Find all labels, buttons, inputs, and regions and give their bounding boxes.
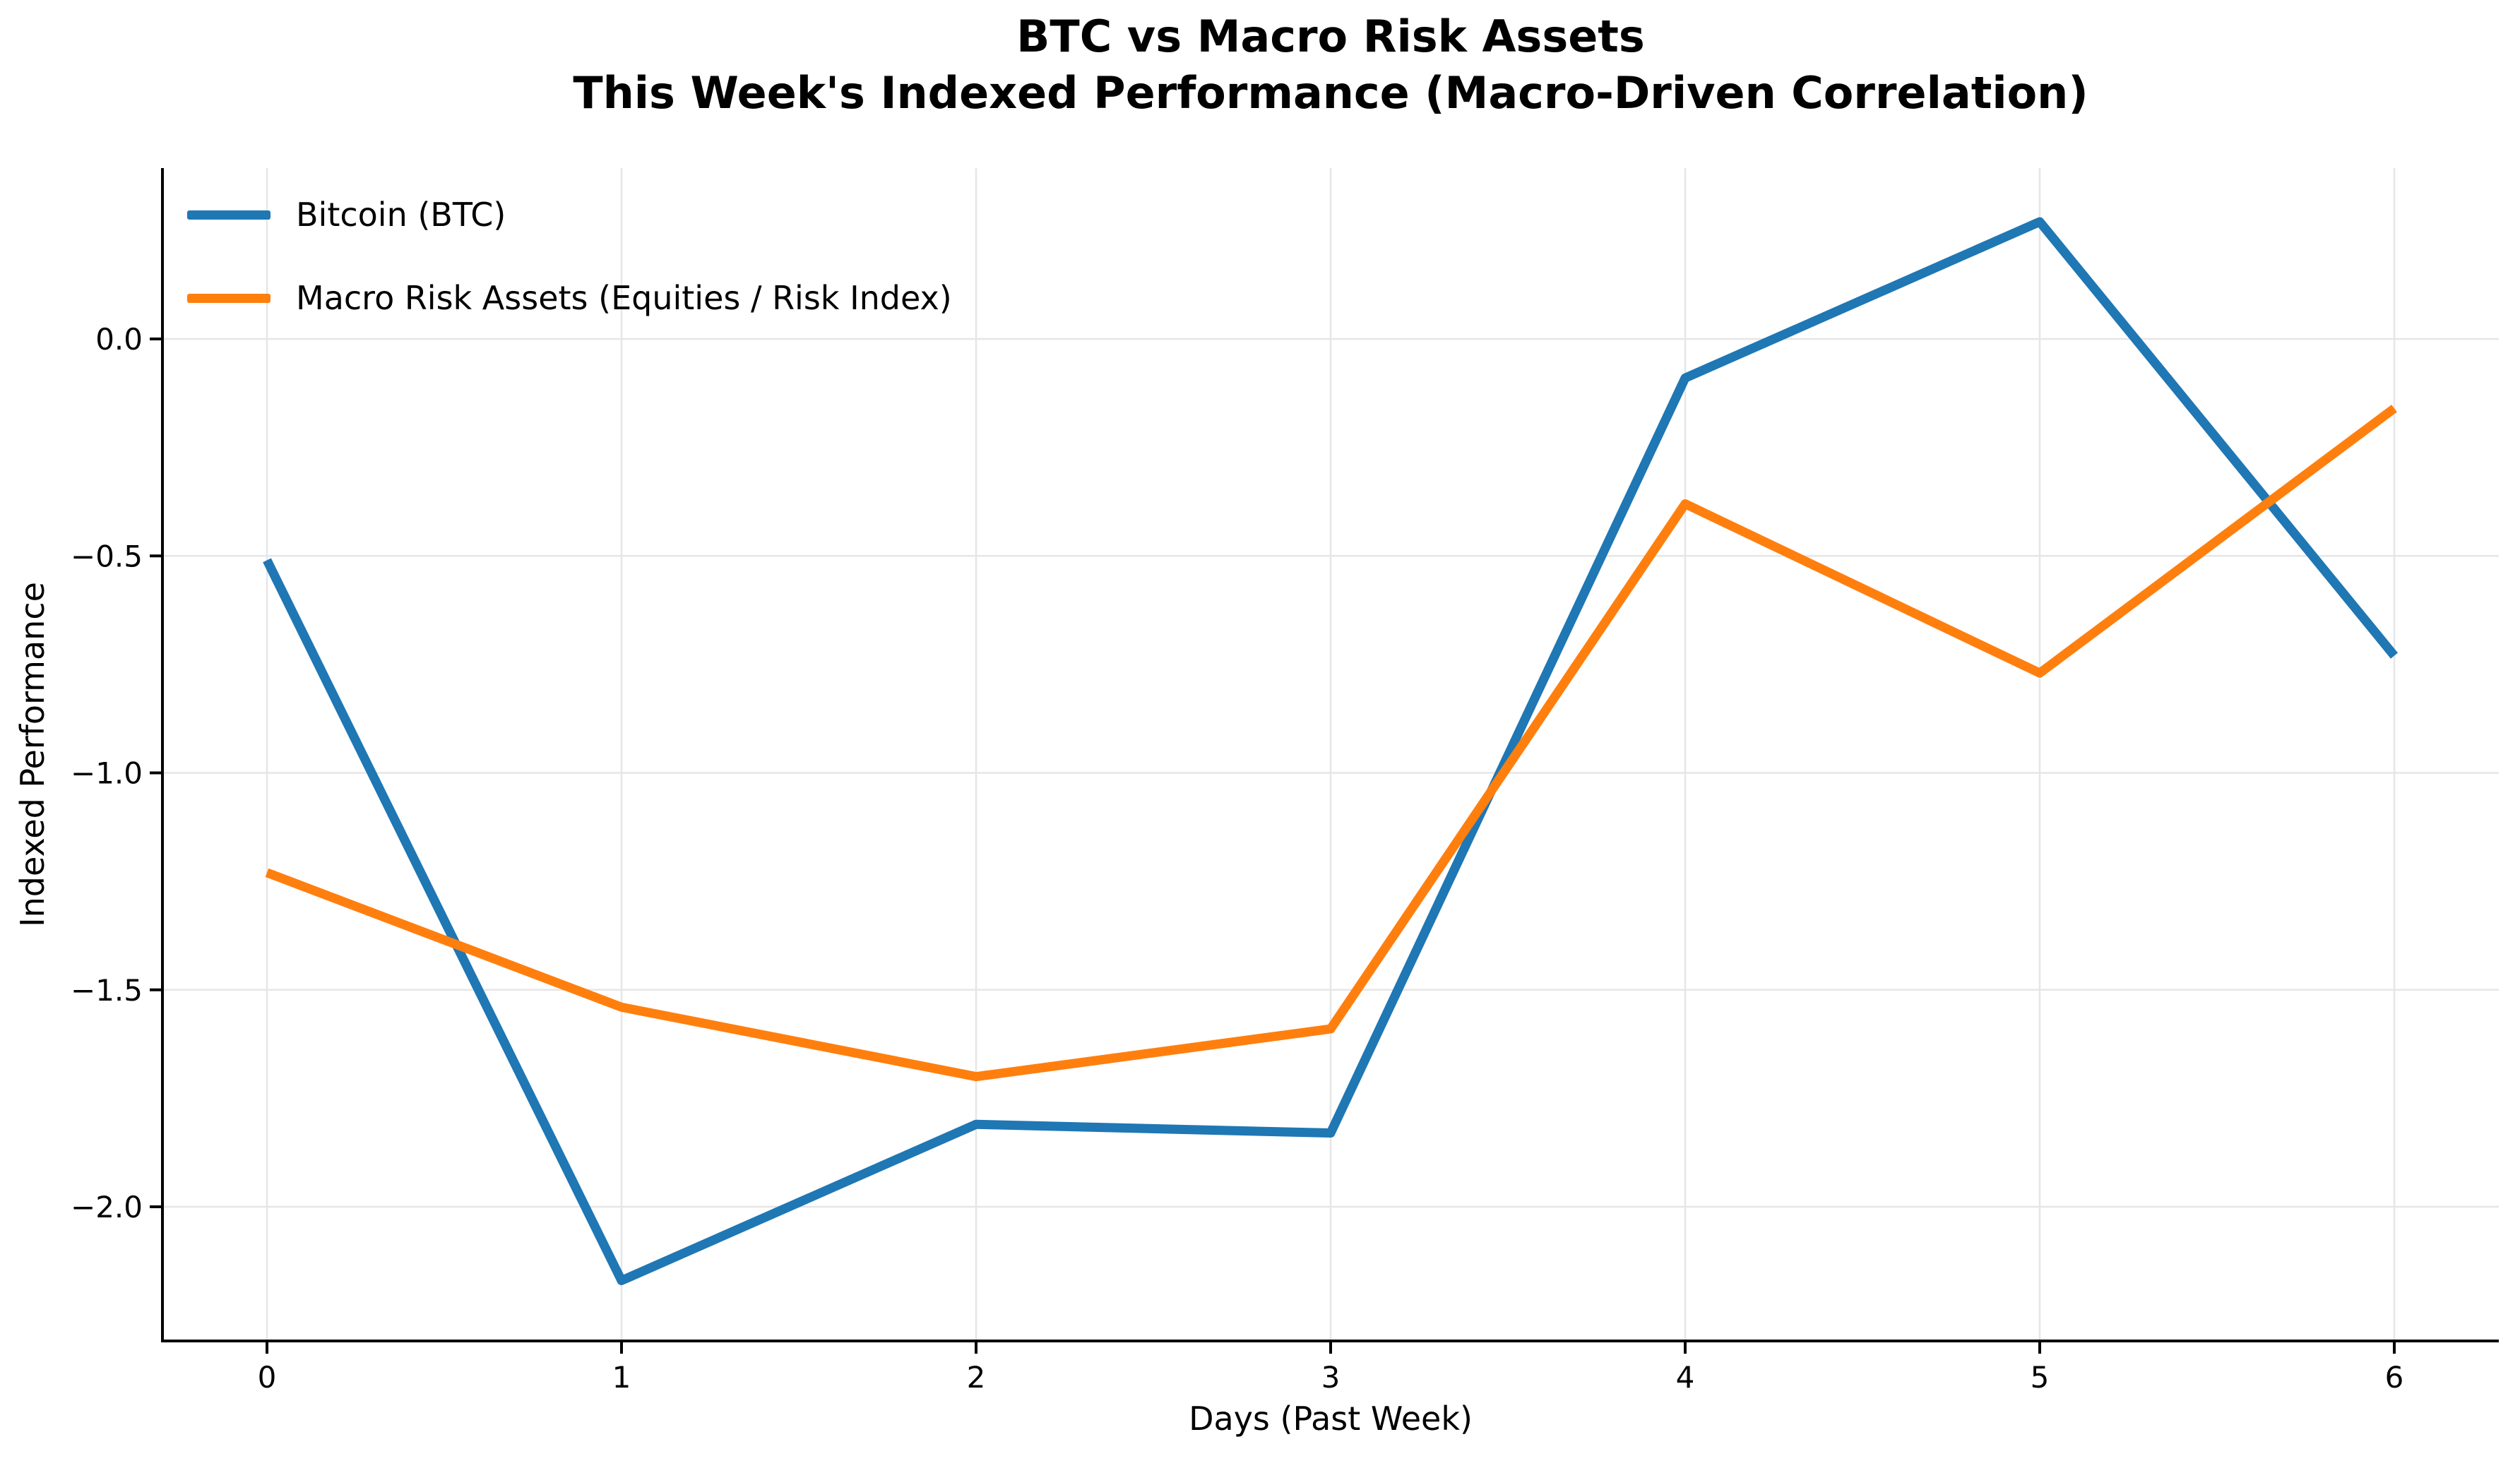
y-tick-label: −0.5 [71,539,143,573]
y-tick-label: 0.0 [95,322,143,357]
legend-item-btc: Bitcoin (BTC) [187,173,952,256]
y-tick-label: −1.5 [71,973,143,1008]
y-tick-label: −1.0 [71,756,143,791]
x-axis-label: Days (Past Week) [1189,1400,1473,1438]
x-tick-label: 1 [612,1360,631,1395]
y-axis-label: Indexed Performance [13,582,52,927]
y-tick-label: −2.0 [71,1190,143,1224]
legend-swatch-macro [187,293,271,303]
series-line-1 [265,405,2397,1082]
chart-title-line1: BTC vs Macro Risk Assets [1016,11,1645,62]
chart-title: BTC vs Macro Risk Assets This Week's Ind… [71,8,2520,121]
x-tick-label: 0 [258,1360,277,1395]
legend-item-macro: Macro Risk Assets (Equities / Risk Index… [187,256,952,340]
chart-title-line2: This Week's Indexed Performance (Macro-D… [573,67,2088,119]
x-tick-label: 6 [2385,1360,2404,1395]
legend: Bitcoin (BTC) Macro Risk Assets (Equitie… [187,173,952,340]
series-line-0 [263,217,2399,1285]
legend-label-macro: Macro Risk Assets (Equities / Risk Index… [296,279,952,317]
x-tick-label: 2 [967,1360,986,1395]
x-tick-label: 4 [1676,1360,1695,1395]
legend-label-btc: Bitcoin (BTC) [296,196,506,234]
x-tick-label: 5 [2031,1360,2050,1395]
x-tick-label: 3 [1321,1360,1341,1395]
legend-swatch-btc [187,210,271,220]
